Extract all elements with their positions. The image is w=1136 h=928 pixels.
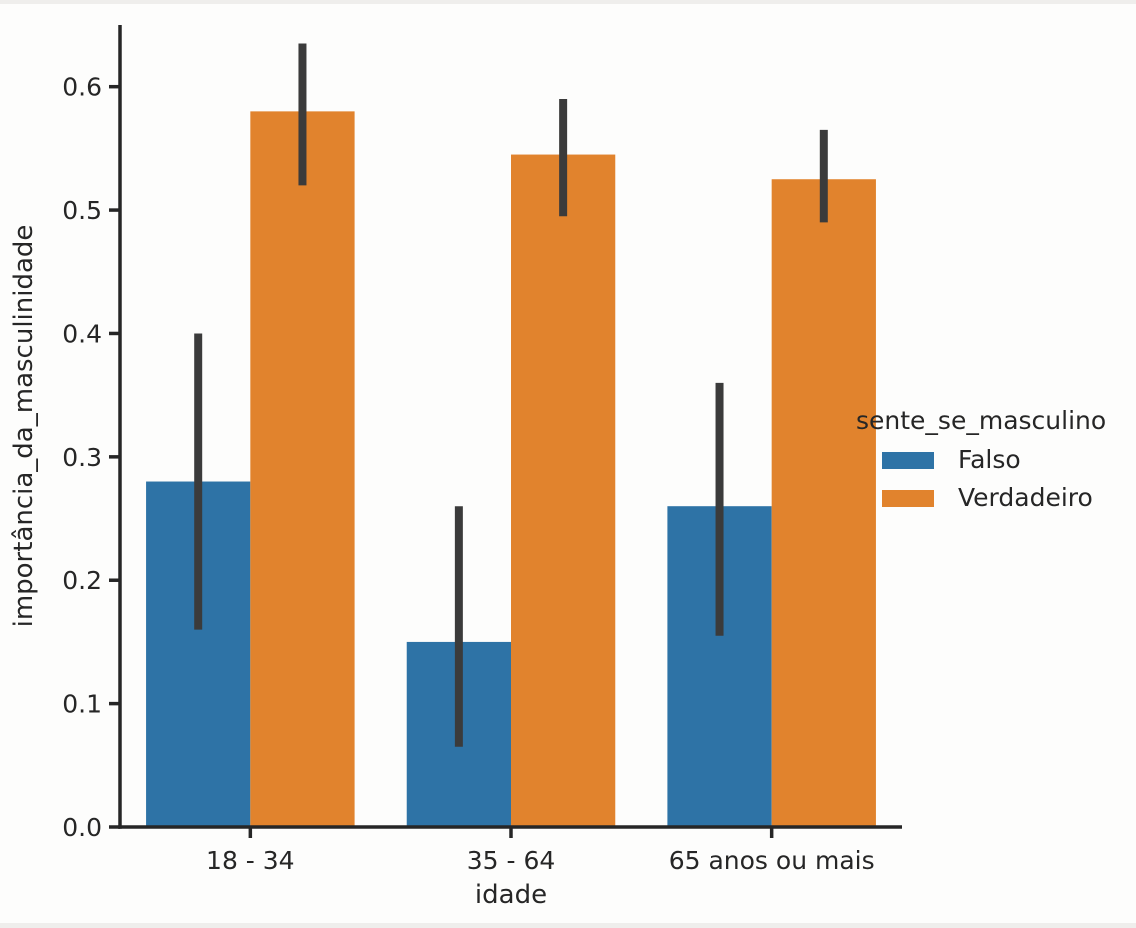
legend: sente_se_masculino Falso Verdadeiro (856, 406, 1106, 512)
bar-verdadeiro-0 (250, 111, 355, 827)
legend-label-verdadeiro: Verdadeiro (958, 483, 1093, 512)
bar-verdadeiro-2 (771, 179, 876, 827)
y-tick-label: 0.1 (62, 690, 102, 719)
y-tick-label: 0.3 (62, 443, 102, 472)
legend-swatch-falso (882, 451, 934, 469)
legend-title: sente_se_masculino (856, 406, 1107, 435)
y-tick-label: 0.2 (62, 566, 102, 595)
legend-label-falso: Falso (958, 445, 1021, 474)
y-tick-label: 0.6 (62, 73, 102, 102)
legend-item-falso: Falso (882, 445, 1106, 474)
legend-swatch-verdadeiro (882, 489, 934, 507)
y-axis-label: importância_da_masculinidade (9, 225, 39, 628)
screenshot-edge-artifact-top (0, 0, 1136, 4)
y-tick-label: 0.0 (62, 813, 102, 842)
x-axis-label: idade (475, 880, 547, 910)
bar-verdadeiro-1 (511, 154, 616, 828)
x-tick-label: 65 anos ou mais (669, 846, 875, 875)
x-tick-label: 18 - 34 (206, 846, 295, 875)
x-tick-label: 35 - 64 (467, 846, 556, 875)
legend-item-verdadeiro: Verdadeiro (882, 483, 1106, 512)
screenshot-edge-artifact-bottom (0, 923, 1136, 928)
y-tick-label: 0.4 (62, 319, 102, 348)
y-tick-label: 0.5 (62, 196, 102, 225)
